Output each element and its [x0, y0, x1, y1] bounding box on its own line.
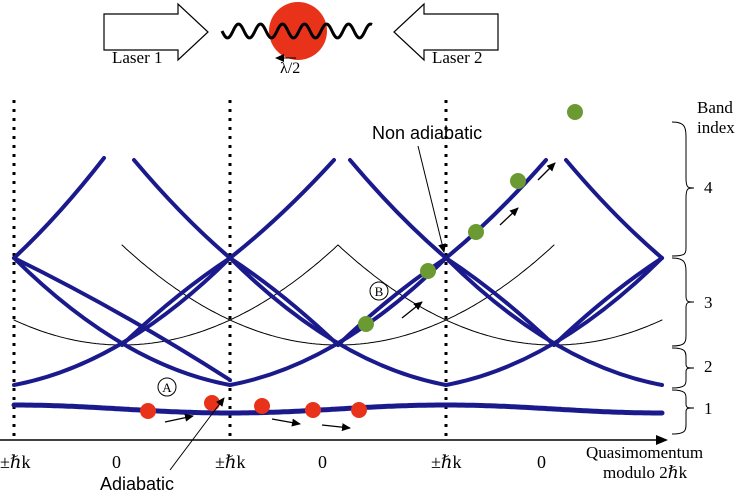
tick-label: ±ℏk — [215, 452, 245, 472]
non-adiabatic-path-points — [358, 104, 583, 332]
band-curve — [348, 158, 448, 260]
atom-point — [468, 224, 484, 240]
laser-1-arrow — [103, 2, 209, 62]
axis-title-line2: modulo 2ℏk — [603, 463, 688, 482]
band-numbers: 4 3 2 1 — [704, 178, 713, 418]
atom-point — [254, 398, 270, 414]
band-curve — [228, 256, 448, 387]
tick-label: 0 — [537, 452, 546, 472]
tick-label: ±ℏk — [0, 452, 30, 472]
atom-point — [204, 395, 220, 411]
band-curve — [337, 244, 663, 346]
adiabatic-label: Adiabatic — [100, 474, 174, 494]
band-curve — [444, 158, 548, 260]
atom-point — [420, 263, 436, 279]
band-curve — [228, 158, 336, 260]
laser-2-arrow — [393, 2, 499, 62]
direction-arrow — [164, 413, 194, 423]
atom-point — [358, 316, 374, 332]
brace-band-2 — [671, 347, 695, 389]
band-curve — [13, 244, 339, 346]
tick-label: 0 — [318, 452, 327, 472]
band-curve — [444, 256, 664, 387]
non-adiabatic-label: Non adiabatic — [372, 123, 482, 143]
band-curve — [12, 256, 232, 387]
band-curve — [132, 158, 232, 260]
band-curve — [12, 256, 232, 382]
direction-arrow — [271, 418, 301, 427]
wavelength-label: λ/2 — [280, 60, 300, 77]
marker-b-label: B — [375, 284, 384, 299]
axis-title-line1: Quasimomentum — [586, 443, 703, 462]
brace-band-1 — [671, 389, 695, 435]
atom-point — [510, 173, 526, 189]
marker-a: A — [157, 377, 177, 397]
brace-band-4 — [671, 121, 695, 257]
marker-a-label: A — [162, 380, 172, 395]
standing-wave — [220, 22, 373, 40]
non-adiabatic-pointer — [417, 145, 446, 253]
laser-1-label: Laser 1 — [112, 48, 163, 67]
atom-point — [305, 402, 321, 418]
atom-point — [140, 403, 156, 419]
band-number: 4 — [704, 178, 713, 197]
band-curve — [228, 256, 448, 387]
band-curve — [12, 156, 106, 260]
band-curve — [12, 256, 232, 387]
band-curve — [11, 402, 665, 416]
band-index-title: Band — [697, 98, 733, 117]
x-tick-labels: ±ℏk 0 ±ℏk 0 ±ℏk 0 — [0, 452, 546, 472]
atom-point — [567, 104, 583, 120]
band-number: 1 — [704, 399, 713, 418]
band-number: 3 — [704, 293, 713, 312]
laser-2-label: Laser 2 — [432, 48, 483, 67]
brace-band-3 — [671, 257, 695, 347]
band-number: 2 — [704, 357, 713, 376]
band-curve — [564, 158, 664, 260]
atom-point — [351, 402, 367, 418]
tick-label: 0 — [112, 452, 121, 472]
direction-arrow — [499, 207, 519, 226]
band-index-subtitle: index — [697, 118, 735, 137]
direction-arrow — [537, 162, 556, 181]
direction-arrow — [401, 301, 423, 319]
direction-arrows — [164, 162, 556, 432]
tick-label: ±ℏk — [431, 452, 461, 472]
band-curve — [444, 256, 664, 387]
direction-arrow — [321, 423, 351, 432]
zone-boundaries — [12, 100, 448, 440]
band-curves — [11, 156, 665, 416]
marker-b: B — [369, 281, 389, 301]
band-braces — [671, 121, 695, 435]
adiabatic-pointer — [169, 397, 225, 471]
